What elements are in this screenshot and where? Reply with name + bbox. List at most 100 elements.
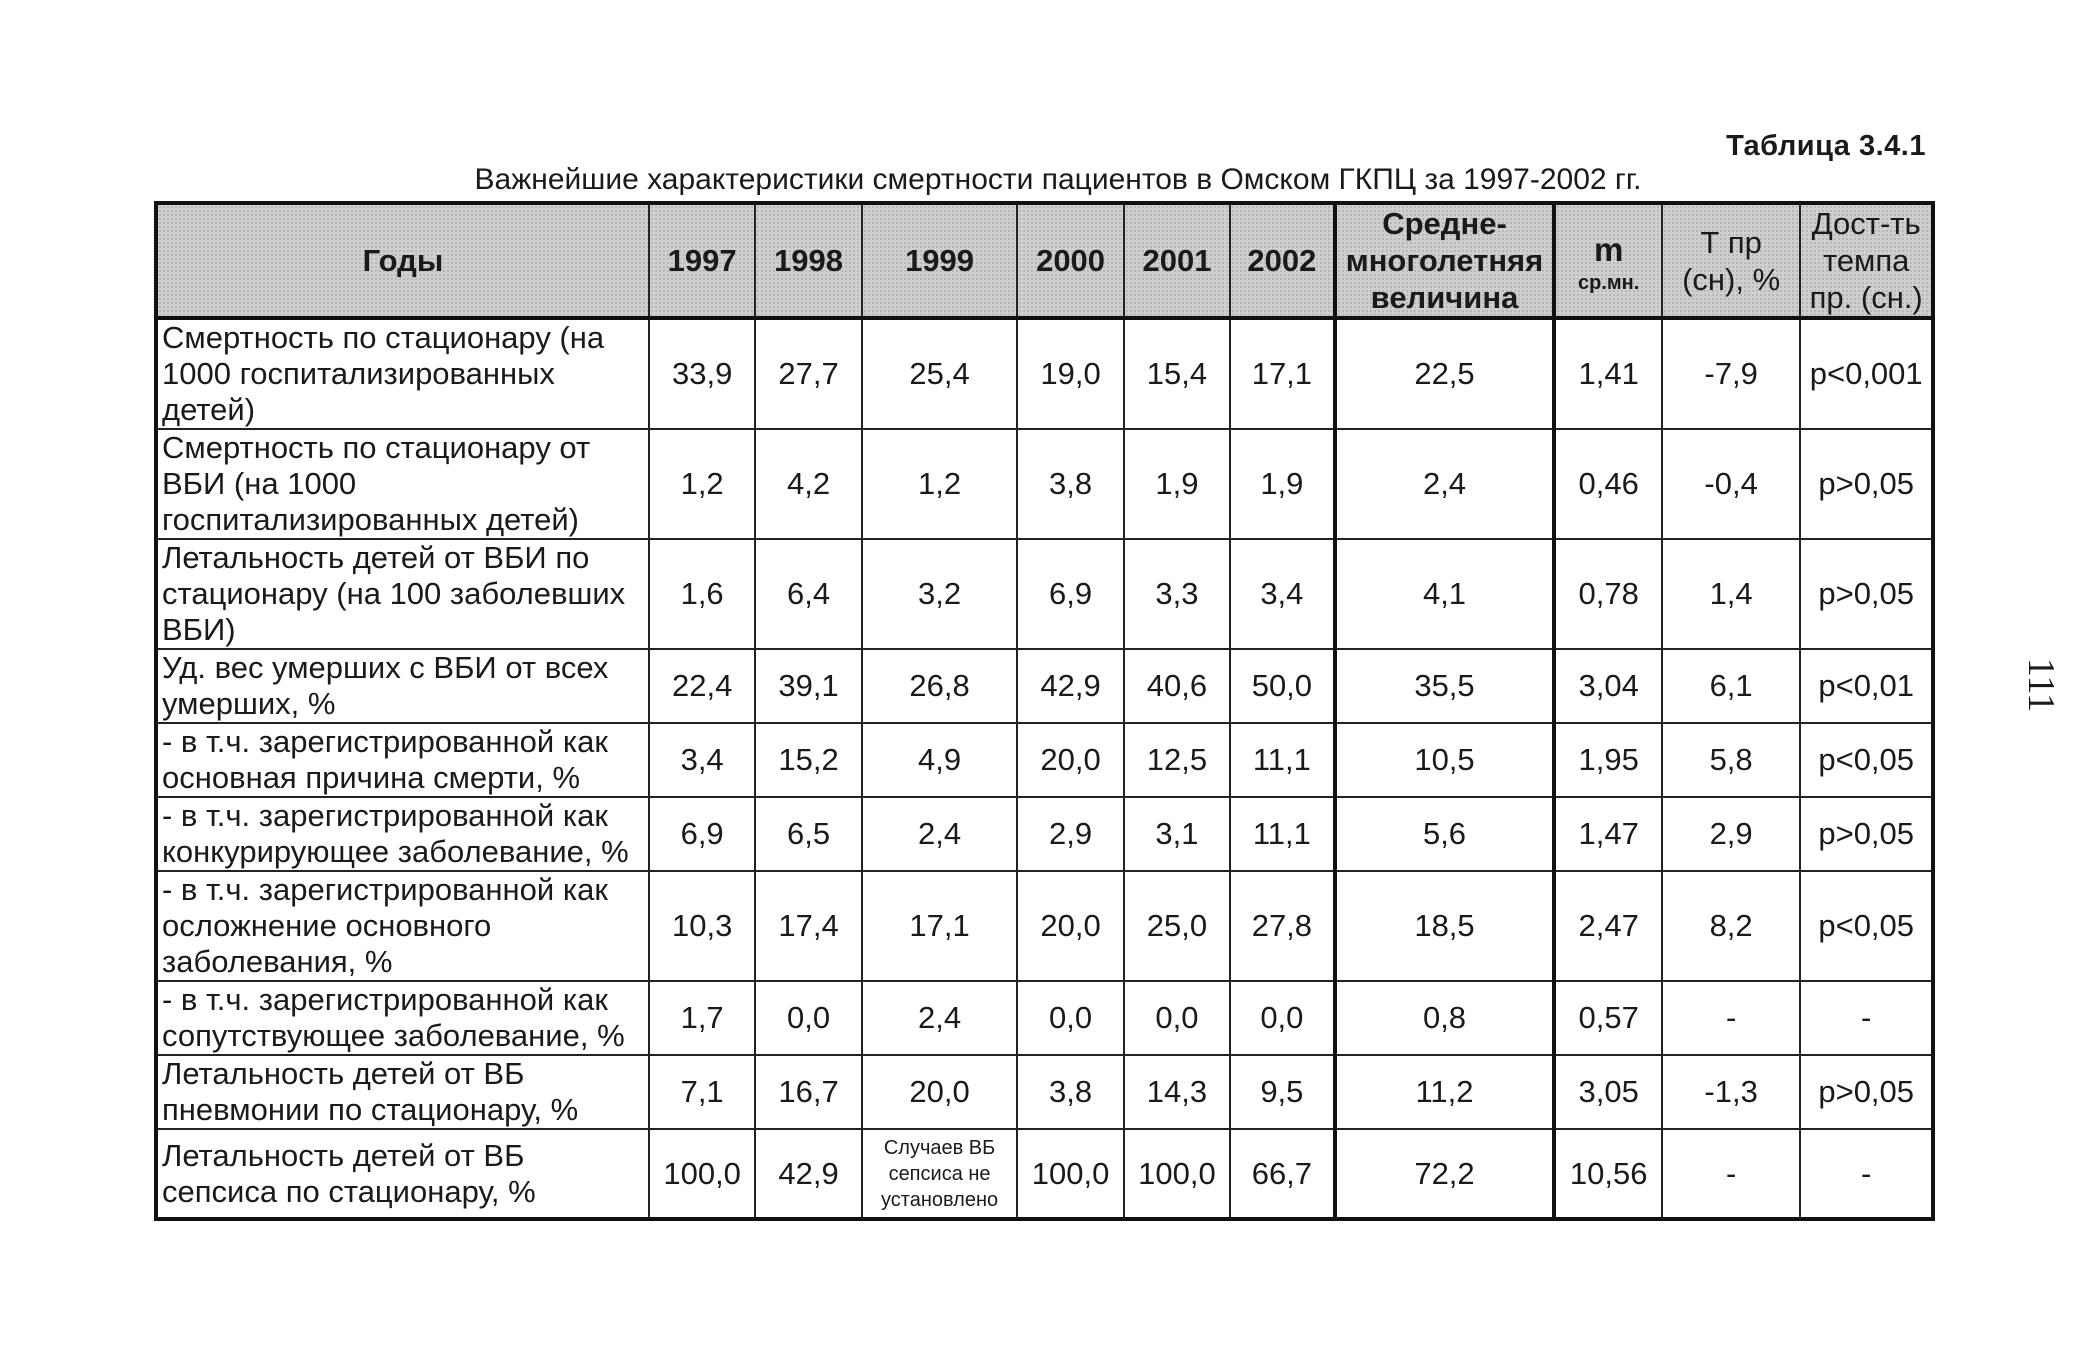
cell-1997: 7,1 (647, 1054, 757, 1130)
cell-1998: 42,9 (754, 1128, 863, 1220)
cell-1999: 1,2 (860, 428, 1019, 540)
header-2001: 2001 (1122, 202, 1232, 320)
row-label: - в т.ч. зарегистрированной как осложнен… (155, 870, 650, 982)
header-1997: 1997 (647, 202, 757, 320)
row-label: Уд. вес умерших с ВБИ от всех умерших, % (155, 648, 650, 724)
row-label: Летальность детей от ВБ пневмонии по ста… (155, 1054, 650, 1130)
table-caption: Важнейшие характеристики смертности паци… (474, 163, 1642, 196)
cell-m: 3,04 (1552, 648, 1663, 724)
cell-2000: 6,9 (1016, 538, 1125, 650)
cell-2001: 3,1 (1122, 796, 1232, 872)
cell-average: 0,8 (1332, 980, 1556, 1056)
row-label: - в т.ч. зарегистрированной как конкурир… (155, 796, 650, 872)
mortality-table: Годы 1997 1998 1999 2000 2001 2002 Средн… (154, 201, 1935, 1221)
cell-significance: p<0,01 (1799, 648, 1934, 724)
table-row: - в т.ч. зарегистрированной как осложнен… (155, 870, 1934, 982)
cell-2000: 42,9 (1016, 648, 1125, 724)
cell-significance: p<0,001 (1799, 317, 1934, 430)
cell-1999: Случаев ВБ сепсиса не установлено (860, 1128, 1019, 1220)
cell-2000: 0,0 (1016, 980, 1125, 1056)
cell-2001: 3,3 (1122, 538, 1232, 650)
cell-1999: 25,4 (860, 317, 1019, 430)
cell-m: 0,57 (1552, 980, 1663, 1056)
cell-m: 3,05 (1552, 1054, 1663, 1130)
header-growth-rate: Т пр (сн), % (1660, 202, 1802, 320)
header-sig-line1: Дост-ть (1811, 206, 1921, 241)
cell-2000: 2,9 (1016, 796, 1125, 872)
header-2002: 2002 (1229, 202, 1336, 320)
row-label: - в т.ч. зарегистрированной как сопутств… (155, 980, 650, 1056)
cell-1997: 33,9 (647, 317, 757, 430)
cell-growth-rate: 8,2 (1660, 870, 1802, 982)
cell-significance: p>0,05 (1799, 1054, 1934, 1130)
page-number: 111 (2020, 657, 2062, 713)
cell-2000: 3,8 (1016, 1054, 1125, 1130)
header-avg-line3: величина (1370, 280, 1519, 315)
cell-1998: 16,7 (754, 1054, 863, 1130)
cell-significance: p>0,05 (1799, 428, 1934, 540)
cell-2000: 19,0 (1016, 317, 1125, 430)
cell-2000: 3,8 (1016, 428, 1125, 540)
cell-average: 4,1 (1332, 538, 1556, 650)
cell-significance: p<0,05 (1799, 870, 1934, 982)
table-row: - в т.ч. зарегистрированной как сопутств… (155, 980, 1934, 1056)
cell-average: 2,4 (1332, 428, 1556, 540)
cell-1998: 27,7 (754, 317, 863, 430)
cell-1998: 6,4 (754, 538, 863, 650)
cell-2000: 20,0 (1016, 870, 1125, 982)
row-label: Летальность детей от ВБИ по стационару (… (155, 538, 650, 650)
cell-average: 35,5 (1332, 648, 1556, 724)
row-label: Смертность по стационару (на 1000 госпит… (155, 317, 650, 430)
cell-2002: 66,7 (1229, 1128, 1336, 1220)
cell-1997: 100,0 (647, 1128, 757, 1220)
cell-2002: 9,5 (1229, 1054, 1336, 1130)
table-row: Смертность по стационару (на 1000 госпит… (155, 317, 1934, 430)
cell-1999: 4,9 (860, 722, 1019, 798)
cell-1997: 10,3 (647, 870, 757, 982)
header-m-sub: ср.мн. (1577, 271, 1640, 294)
header-sig-line2: темпа (1822, 243, 1910, 278)
cell-significance: p<0,05 (1799, 722, 1934, 798)
cell-average: 11,2 (1332, 1054, 1556, 1130)
table-row: Летальность детей от ВБ пневмонии по ста… (155, 1054, 1934, 1130)
cell-significance: p>0,05 (1799, 538, 1934, 650)
cell-1998: 15,2 (754, 722, 863, 798)
cell-growth-rate: 1,4 (1660, 538, 1802, 650)
cell-average: 72,2 (1332, 1128, 1556, 1220)
cell-m: 0,78 (1552, 538, 1663, 650)
header-t-line2: (сн), % (1682, 261, 1781, 297)
row-label: Летальность детей от ВБ сепсиса по стаци… (155, 1128, 650, 1220)
row-label: - в т.ч. зарегистрированной как основная… (155, 722, 650, 798)
cell-m: 1,41 (1552, 317, 1663, 430)
cell-2001: 14,3 (1122, 1054, 1232, 1130)
cell-growth-rate: 2,9 (1660, 796, 1802, 872)
cell-1998: 6,5 (754, 796, 863, 872)
cell-growth-rate: 5,8 (1660, 722, 1802, 798)
cell-1999: 2,4 (860, 980, 1019, 1056)
cell-2002: 0,0 (1229, 980, 1336, 1056)
cell-significance: - (1799, 1128, 1934, 1220)
cell-growth-rate: - (1660, 980, 1802, 1056)
cell-growth-rate: -7,9 (1660, 317, 1802, 430)
cell-1999: 17,1 (860, 870, 1019, 982)
header-sig-line3: пр. (сн.) (1809, 280, 1923, 315)
cell-2001: 0,0 (1122, 980, 1232, 1056)
row-label: Смертность по стационару от ВБИ (на 1000… (155, 428, 650, 540)
cell-2002: 11,1 (1229, 722, 1336, 798)
cell-average: 18,5 (1332, 870, 1556, 982)
header-avg-line1: Средне- (1382, 206, 1507, 241)
cell-average: 5,6 (1332, 796, 1556, 872)
header-significance: Дост-ть темпа пр. (сн.) (1799, 202, 1934, 320)
cell-1999: 26,8 (860, 648, 1019, 724)
header-years: Годы (155, 202, 650, 320)
cell-m: 1,47 (1552, 796, 1663, 872)
header-t-line1: Т пр (1700, 224, 1762, 260)
cell-1997: 1,6 (647, 538, 757, 650)
header-1998: 1998 (754, 202, 863, 320)
header-long-term-average: Средне- многолетняя величина (1332, 202, 1556, 320)
table-row: Летальность детей от ВБ сепсиса по стаци… (155, 1128, 1934, 1220)
cell-2000: 20,0 (1016, 722, 1125, 798)
cell-1998: 0,0 (754, 980, 863, 1056)
cell-average: 22,5 (1332, 317, 1556, 430)
cell-1998: 39,1 (754, 648, 863, 724)
